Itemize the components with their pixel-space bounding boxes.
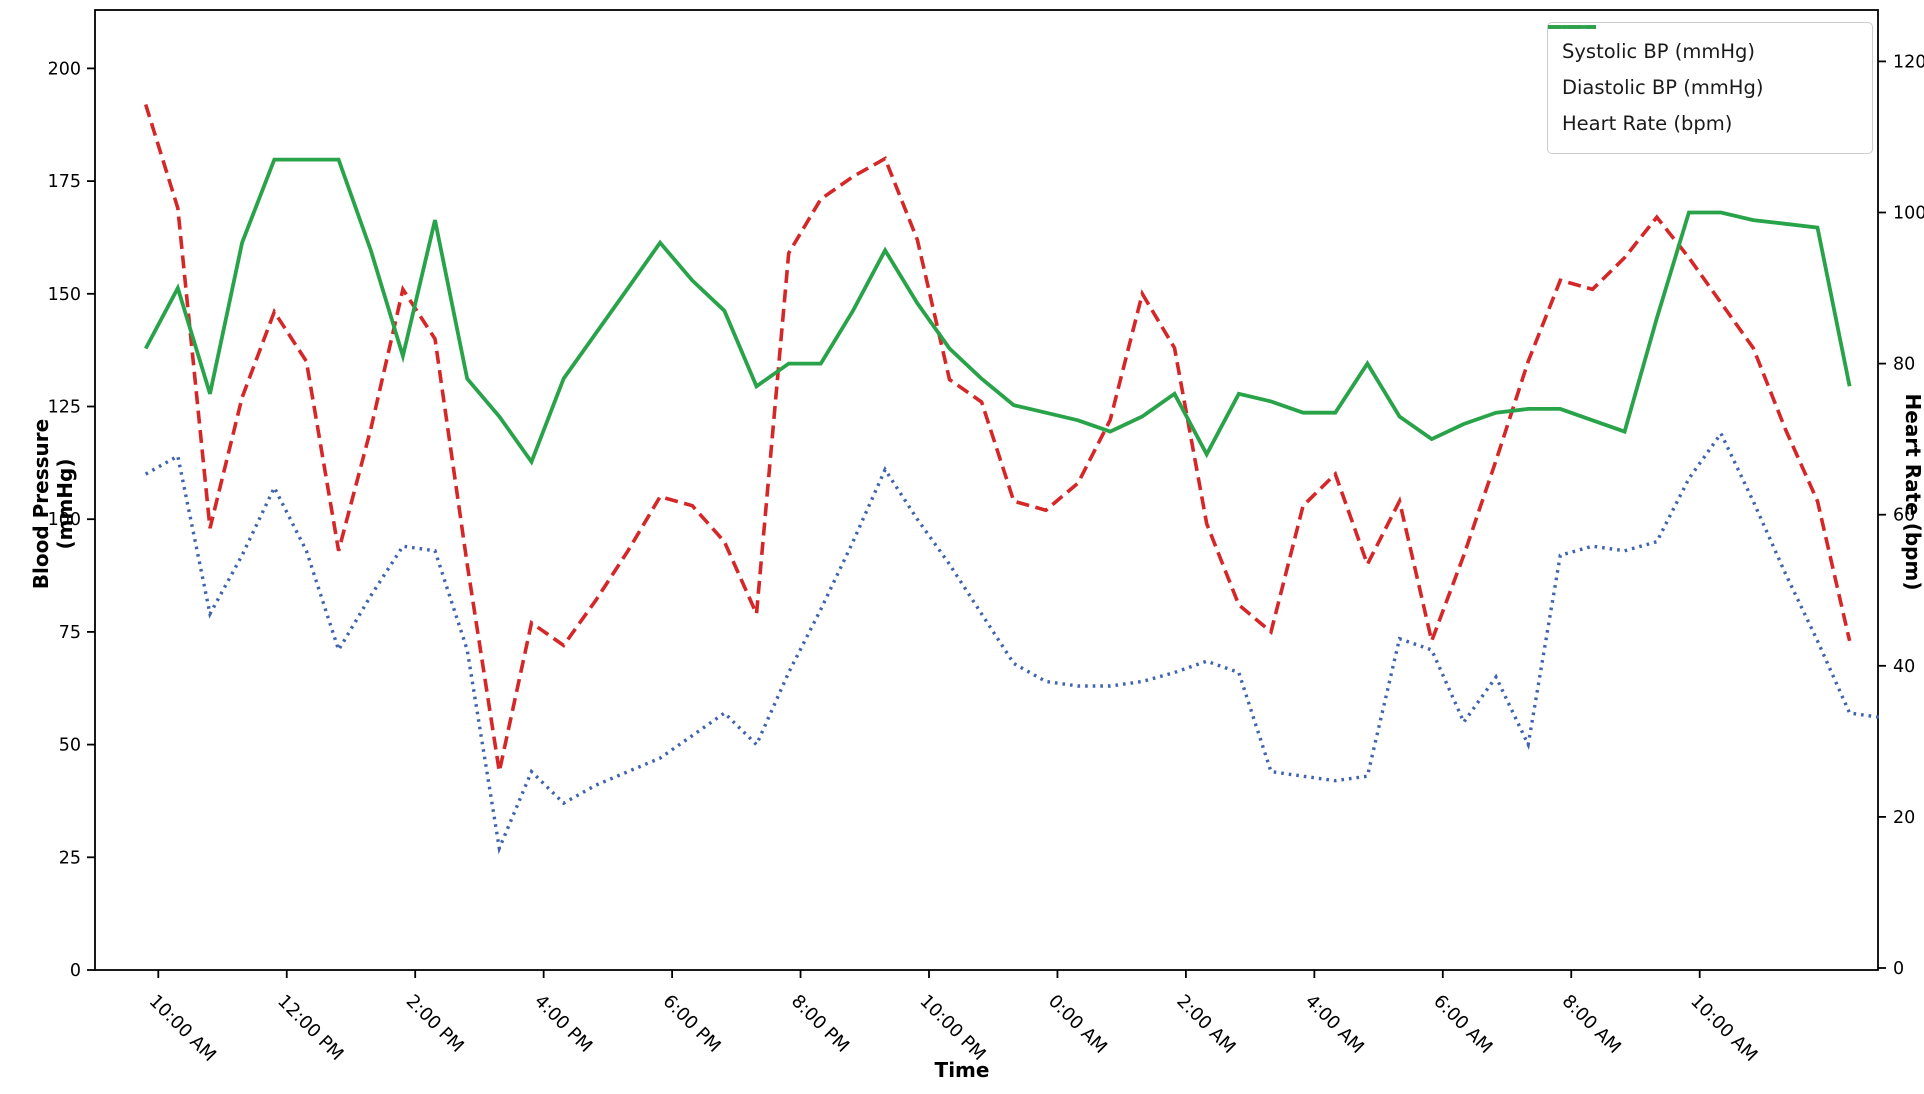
x-axis-label: Time [934, 1058, 990, 1082]
y-left-tick-label: 175 [48, 172, 81, 192]
y-right-tick-label: 40 [1893, 657, 1915, 677]
x-tick-label: 10:00 AM [1686, 991, 1761, 1066]
legend-label: Heart Rate (bpm) [1562, 111, 1733, 135]
legend-label: Diastolic BP (mmHg) [1562, 75, 1764, 99]
legend-entry-systolic: Systolic BP (mmHg) [1548, 25, 1858, 69]
y-axis-label-right: Heart Rate (bpm) [1901, 393, 1924, 591]
y-axis-label-left: Blood Pressure (mmHg) [29, 418, 77, 590]
y-left-tick-label: 25 [59, 848, 81, 868]
x-tick-label: 0:00 AM [1044, 991, 1111, 1058]
y-left-tick-label: 150 [48, 285, 81, 305]
x-tick-label: 8:00 AM [1558, 991, 1625, 1058]
y-left-tick-label: 200 [48, 59, 81, 79]
legend[interactable]: Systolic BP (mmHg) Diastolic BP (mmHg) H… [1547, 22, 1873, 154]
legend-label: Systolic BP (mmHg) [1562, 39, 1755, 63]
x-tick-label: 6:00 PM [659, 991, 725, 1057]
y-right-tick-label: 120 [1893, 52, 1924, 72]
y-right-tick-label: 100 [1893, 204, 1924, 224]
x-tick-label: 2:00 PM [402, 991, 468, 1057]
x-tick-label: 12:00 PM [273, 991, 347, 1065]
x-tick-label: 4:00 PM [530, 991, 596, 1057]
legend-entry-heart-rate: Heart Rate (bpm) [1548, 25, 1858, 141]
y-right-tick-label: 60 [1893, 506, 1915, 526]
x-tick-label: 10:00 AM [145, 991, 220, 1066]
x-tick-label: 8:00 PM [787, 991, 853, 1057]
x-tick-label: 6:00 AM [1429, 991, 1496, 1058]
legend-entry-diastolic: Diastolic BP (mmHg) [1548, 25, 1858, 105]
solid-line-icon [1548, 25, 1596, 29]
series-line-diastolic-bp-mmhg [144, 430, 1883, 855]
x-tick-label: 4:00 AM [1301, 991, 1368, 1058]
series-line-heart-rate-bpm [144, 157, 1852, 466]
y-left-tick-label: 0 [70, 961, 81, 981]
y-left-tick-label: 50 [59, 736, 81, 756]
y-left-tick-label: 75 [59, 623, 81, 643]
y-right-tick-label: 0 [1893, 959, 1904, 979]
series-line-systolic-bp-mmhg [143, 103, 1852, 772]
y-left-tick-label: 100 [48, 510, 81, 530]
x-tick-label: 2:00 AM [1172, 991, 1239, 1058]
plot-frame [94, 9, 1879, 971]
y-left-tick-label: 125 [48, 398, 81, 418]
y-right-tick-label: 20 [1893, 808, 1915, 828]
y-right-tick-label: 80 [1893, 355, 1915, 375]
x-tick-label: 10:00 PM [915, 991, 989, 1065]
